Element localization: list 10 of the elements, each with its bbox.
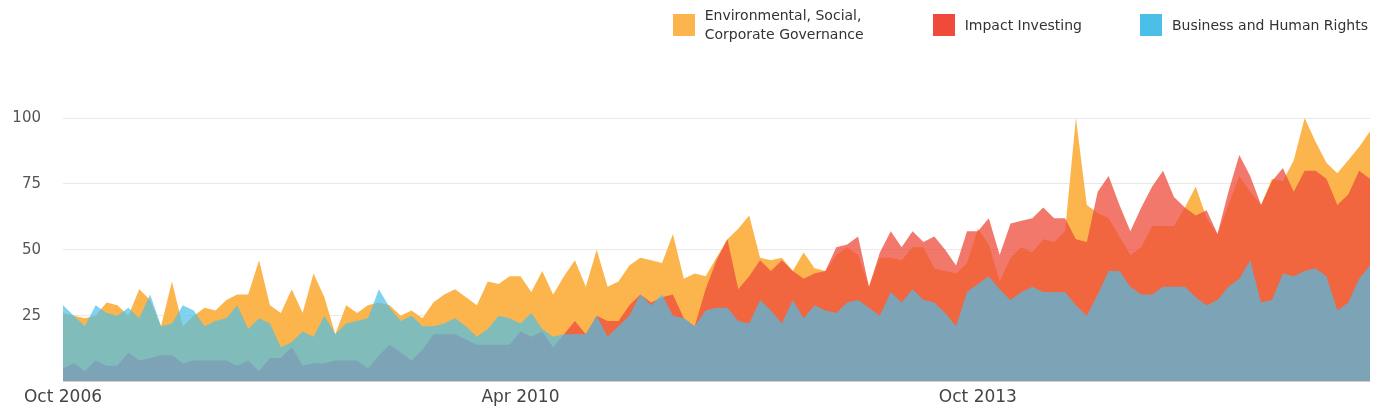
y-tick-label: 50 bbox=[21, 239, 41, 258]
y-tick-label: 75 bbox=[21, 173, 41, 192]
legend-label: Business and Human Rights bbox=[1171, 15, 1368, 35]
y-tick-label: 100 bbox=[12, 107, 41, 126]
y-tick-label: 25 bbox=[21, 305, 41, 324]
x-tick-label: Oct 2013 bbox=[938, 386, 1017, 407]
x-tick-label: Apr 2010 bbox=[481, 386, 560, 407]
x-tick-label: Oct 2006 bbox=[23, 386, 103, 407]
legend-label: Impact Investing bbox=[964, 15, 1082, 35]
legend-label: Environmental, Social, Corporate Governance bbox=[704, 6, 865, 44]
